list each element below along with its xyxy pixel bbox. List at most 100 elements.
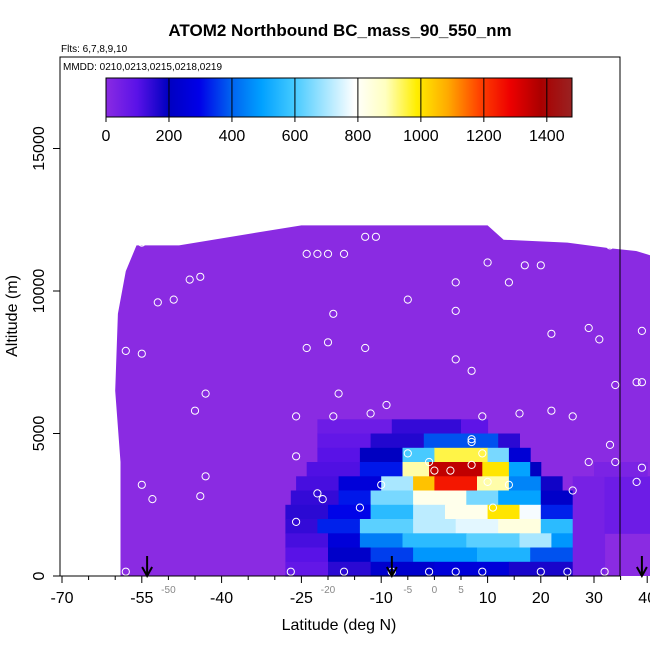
x-minor-tick-label: 0 bbox=[432, 585, 438, 596]
sample-point bbox=[313, 249, 322, 258]
heatmap-cell bbox=[604, 476, 650, 534]
plot-frame bbox=[59, 56, 621, 577]
sample-point bbox=[478, 412, 487, 421]
sample-point bbox=[632, 378, 641, 387]
heatmap-cell bbox=[359, 519, 414, 534]
sample-point bbox=[536, 567, 545, 576]
heatmap-cell bbox=[296, 476, 340, 492]
sample-point bbox=[137, 349, 146, 358]
curtain-layer bbox=[115, 225, 650, 577]
x-tick-label: -10 bbox=[370, 590, 393, 607]
sample-point bbox=[520, 261, 529, 270]
heatmap-cell bbox=[370, 561, 435, 577]
y-tick-label: 5000 bbox=[31, 416, 48, 452]
heatmap-cell bbox=[359, 447, 403, 463]
colorbar-tick-label: 1400 bbox=[529, 128, 565, 145]
sample-point bbox=[153, 298, 162, 307]
sample-point bbox=[361, 343, 370, 353]
sample-point bbox=[568, 486, 577, 495]
sample-point bbox=[637, 378, 647, 387]
heatmap-cell bbox=[540, 504, 574, 520]
heatmap-cell bbox=[487, 447, 510, 463]
heatmap-cell bbox=[370, 504, 414, 520]
x-tick-label: 10 bbox=[479, 590, 497, 607]
heatmap-cell bbox=[413, 476, 435, 492]
sample-point bbox=[478, 567, 487, 576]
heatmap-cell bbox=[359, 533, 403, 549]
heatmap-cell bbox=[508, 447, 531, 463]
heatmap-cell bbox=[434, 476, 478, 492]
sample-point bbox=[116, 269, 125, 278]
sample-point bbox=[339, 249, 349, 258]
sample-point bbox=[292, 412, 301, 421]
y-axis-label: Altitude (m) bbox=[4, 275, 21, 357]
sample-point bbox=[467, 460, 476, 469]
heatmap-cell bbox=[429, 462, 483, 477]
heatmap-cell bbox=[359, 462, 403, 477]
chart-title: ATOM2 Northbound BC_mass_90_550_nm bbox=[168, 21, 511, 40]
x-tick-label: 40 bbox=[638, 590, 650, 607]
heatmap-cell bbox=[328, 547, 372, 563]
x-tick-label: 30 bbox=[585, 590, 603, 607]
sample-point bbox=[515, 409, 524, 418]
sample-point bbox=[121, 567, 130, 576]
heatmap-cell bbox=[413, 504, 446, 520]
sample-point bbox=[536, 261, 545, 270]
sample-point bbox=[302, 343, 311, 353]
sample-point bbox=[366, 409, 375, 418]
heatmap-cell bbox=[551, 533, 574, 549]
sample-points bbox=[111, 232, 647, 576]
sample-point bbox=[451, 306, 460, 315]
sample-point bbox=[121, 346, 130, 355]
sample-point bbox=[292, 452, 301, 461]
sample-point bbox=[371, 232, 380, 241]
sample-point bbox=[483, 477, 492, 486]
x-minor-tick-label: -5 bbox=[403, 585, 412, 596]
heatmap-cell bbox=[402, 533, 467, 549]
heatmap-cell bbox=[423, 433, 499, 449]
sample-point bbox=[563, 567, 572, 576]
heatmap-cell bbox=[370, 433, 425, 449]
x-axis: -70-55-40-25-101020304050607080-50-20-50… bbox=[50, 576, 650, 607]
heatmap-cell bbox=[285, 533, 329, 549]
heatmap-cell bbox=[285, 519, 318, 534]
sample-point bbox=[632, 477, 641, 486]
sample-point bbox=[547, 329, 556, 338]
sample-point bbox=[478, 449, 487, 458]
heatmap-cell bbox=[540, 490, 574, 506]
colorbar-tick-label: 400 bbox=[219, 128, 246, 145]
heatmap-cell bbox=[434, 447, 489, 463]
sample-point bbox=[403, 295, 412, 304]
dates-label: MMDD: 0210,0213,0215,0218,0219 bbox=[63, 62, 222, 73]
plot-area bbox=[59, 56, 650, 579]
sample-point bbox=[504, 480, 513, 489]
colorbar-tick-label: 200 bbox=[156, 128, 183, 145]
sample-point bbox=[595, 335, 604, 344]
sample-point bbox=[451, 278, 460, 287]
sample-point bbox=[467, 366, 476, 375]
sample-point bbox=[196, 492, 205, 501]
heatmap-cell bbox=[317, 433, 372, 449]
heatmap-cell bbox=[290, 490, 340, 506]
sample-point bbox=[451, 567, 460, 576]
heatmap-cell bbox=[285, 504, 329, 520]
sample-point bbox=[467, 435, 476, 444]
colorbar-ticks: 0 200 400 600 800 1000 1200 1400 bbox=[102, 78, 565, 145]
sample-point bbox=[547, 406, 556, 415]
heatmap-cell bbox=[508, 561, 574, 577]
heatmap-cell bbox=[338, 476, 382, 492]
heatmap-cell bbox=[413, 547, 478, 563]
y-tick-label: 10000 bbox=[31, 269, 48, 314]
sample-point bbox=[169, 295, 178, 304]
heatmap-cell bbox=[445, 504, 489, 520]
sample-point bbox=[430, 466, 439, 475]
x-axis-label: Latitude (deg N) bbox=[282, 617, 397, 634]
sample-point bbox=[605, 241, 615, 250]
heatmap-cell bbox=[306, 462, 361, 477]
sample-point bbox=[137, 480, 146, 489]
heatmap-cell bbox=[317, 419, 393, 435]
sample-point bbox=[286, 567, 295, 576]
sample-point bbox=[425, 567, 434, 576]
heatmap-cell bbox=[413, 490, 467, 506]
heatmap-cell bbox=[498, 490, 542, 506]
